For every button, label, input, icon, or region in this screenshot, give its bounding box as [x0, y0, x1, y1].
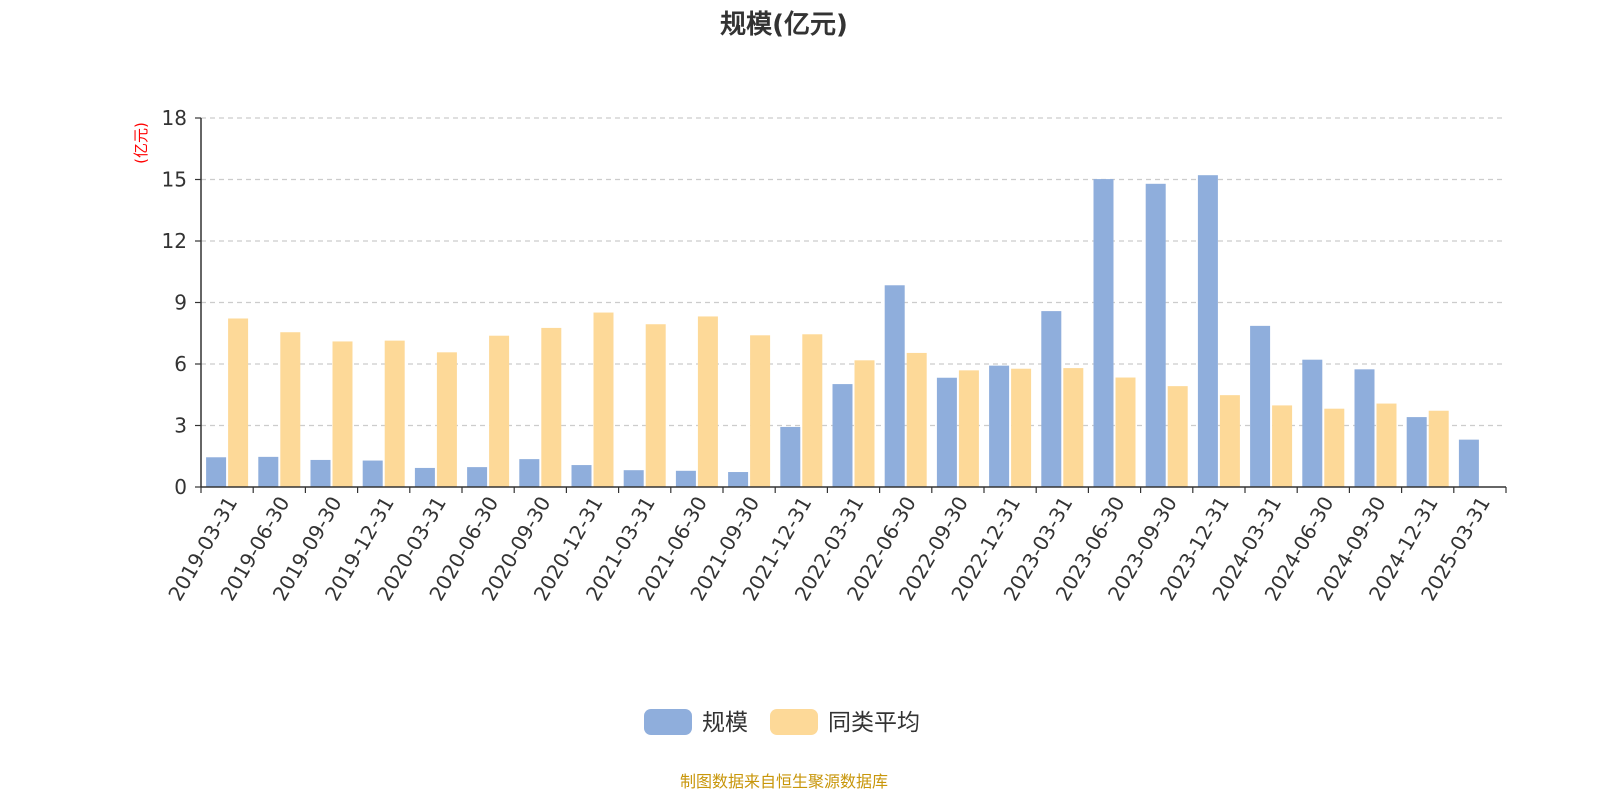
bars [206, 175, 1479, 487]
bar-scale [1406, 417, 1427, 487]
bar-scale [989, 365, 1010, 487]
bar-peer-average [1376, 403, 1397, 487]
bar-peer-average [906, 352, 927, 487]
bar-scale [467, 467, 488, 487]
legend-label: 规模 [702, 710, 748, 736]
bar-peer-average [958, 370, 979, 487]
y-tick-label: 15 [162, 168, 187, 192]
bar-peer-average [1115, 377, 1136, 487]
bar-scale [206, 457, 227, 487]
axes: 03691215182019-03-312019-06-302019-09-30… [162, 106, 1507, 605]
y-axis-label: (亿元) [132, 122, 150, 164]
bar-scale [1250, 325, 1271, 487]
bar-scale [571, 465, 592, 487]
bar-scale [1354, 369, 1375, 487]
bar-peer-average [1324, 408, 1345, 487]
bar-scale [1458, 439, 1479, 487]
chart-title: 规模(亿元) [720, 10, 848, 40]
bar-scale [623, 470, 644, 487]
bar-peer-average [436, 352, 457, 487]
bar-scale [1041, 311, 1062, 487]
bar-peer-average [750, 335, 771, 487]
source-note: 制图数据来自恒生聚源数据库 [680, 772, 888, 791]
y-tick-label: 12 [162, 229, 187, 253]
bar-peer-average [1063, 368, 1084, 487]
bar-scale [884, 285, 905, 487]
bar-peer-average [854, 360, 875, 487]
y-tick-label: 9 [174, 291, 187, 315]
bar-scale [1197, 175, 1218, 487]
bar-scale [519, 459, 540, 487]
bar-peer-average [1428, 410, 1449, 487]
bar-peer-average [1167, 386, 1188, 487]
y-tick-label: 18 [162, 106, 187, 130]
bar-peer-average [332, 341, 353, 487]
grid-lines [201, 117, 1506, 427]
legend-swatch [770, 709, 818, 735]
bar-scale [1302, 359, 1323, 487]
bar-scale [362, 460, 383, 487]
y-tick-label: 6 [174, 352, 187, 376]
bar-peer-average [489, 335, 510, 487]
bar-peer-average [1219, 395, 1240, 487]
bar-peer-average [384, 340, 405, 487]
bar-scale [780, 426, 801, 487]
bar-scale [936, 377, 957, 487]
legend-swatch [644, 709, 692, 735]
bar-scale [258, 456, 279, 487]
bar-peer-average [697, 316, 718, 487]
legend-label: 同类平均 [828, 710, 920, 736]
bar-scale [1145, 183, 1166, 487]
bar-peer-average [541, 327, 562, 487]
legend: 规模 同类平均 [644, 709, 920, 736]
bar-scale [1093, 179, 1114, 487]
bar-scale [310, 459, 331, 487]
bar-scale [675, 470, 696, 487]
bar-peer-average [228, 318, 249, 487]
bar-peer-average [1272, 405, 1293, 487]
bar-peer-average [645, 324, 666, 487]
bar-scale [728, 472, 749, 487]
y-tick-label: 0 [174, 475, 187, 499]
y-tick-label: 3 [174, 414, 187, 438]
bar-peer-average [593, 312, 614, 487]
bar-scale [414, 467, 435, 487]
bar-peer-average [802, 334, 823, 487]
bar-scale [832, 384, 853, 487]
bar-peer-average [1011, 368, 1032, 487]
bar-peer-average [280, 332, 301, 487]
